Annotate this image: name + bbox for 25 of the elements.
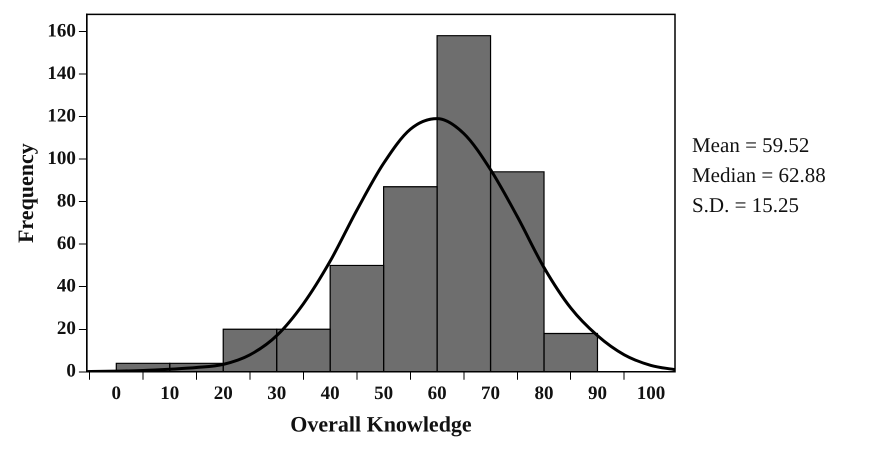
x-tick-label: 40 xyxy=(320,383,340,404)
y-tick-label: 20 xyxy=(56,318,76,340)
y-tick-label: 0 xyxy=(66,360,76,382)
x-tick-label: 100 xyxy=(636,383,666,404)
x-tick-label: 90 xyxy=(588,383,607,404)
text: Median = 62.88 xyxy=(692,162,826,189)
y-tick-label: 60 xyxy=(56,233,76,254)
text: S.D. = 15.25 xyxy=(692,192,800,219)
x-tick-label: 70 xyxy=(481,383,500,404)
y-tick-label: 160 xyxy=(47,20,76,42)
x-tick-label: 0 xyxy=(112,383,122,404)
x-tick-label: 20 xyxy=(214,383,233,404)
x-axis-title: Overall Knowledge xyxy=(290,411,472,436)
y-tick-label: 120 xyxy=(47,105,76,126)
x-tick-label: 60 xyxy=(428,383,447,404)
y-tick-label: 40 xyxy=(56,276,76,297)
x-tick-label: 80 xyxy=(534,383,554,404)
x-tick-label: 30 xyxy=(267,383,286,404)
y-axis-title: Frequency xyxy=(12,143,38,244)
y-tick-label: 140 xyxy=(47,62,76,84)
x-tick-label: 10 xyxy=(160,383,180,404)
text: Mean = 59.52 xyxy=(692,132,810,159)
y-tick-label: 100 xyxy=(47,148,76,169)
y-tick-label: 80 xyxy=(56,190,76,212)
x-tick-label: 50 xyxy=(374,383,394,404)
